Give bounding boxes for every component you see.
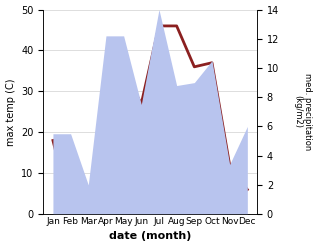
X-axis label: date (month): date (month) xyxy=(109,231,191,242)
Y-axis label: med. precipitation
(kg/m2): med. precipitation (kg/m2) xyxy=(293,73,313,150)
Y-axis label: max temp (C): max temp (C) xyxy=(5,78,16,145)
